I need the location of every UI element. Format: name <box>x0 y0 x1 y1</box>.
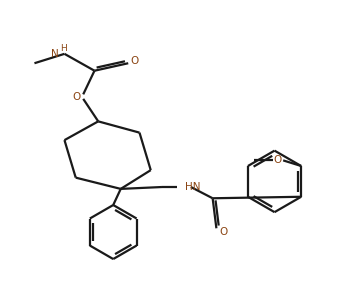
Text: O: O <box>131 56 139 66</box>
Text: O: O <box>219 227 227 237</box>
Text: H: H <box>60 45 67 53</box>
Text: O: O <box>274 155 282 165</box>
Text: HN: HN <box>184 182 200 192</box>
Text: N: N <box>51 49 59 59</box>
Text: O: O <box>72 92 81 102</box>
